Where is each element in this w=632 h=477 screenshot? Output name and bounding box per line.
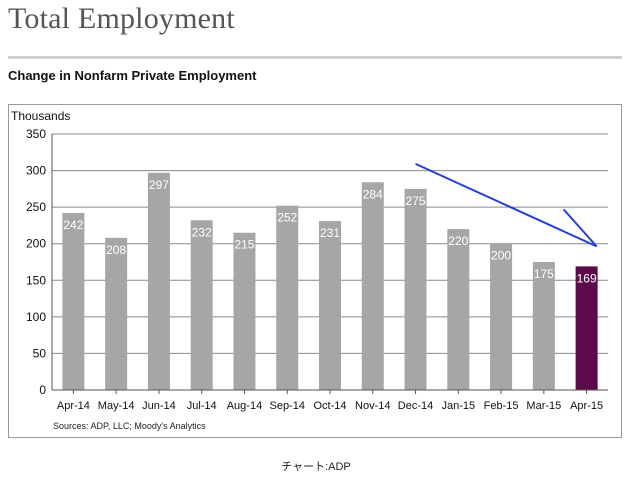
x-tick-label: Dec-14 (398, 400, 433, 412)
bar (276, 205, 299, 390)
chart-caption: チャート:ADP (281, 461, 351, 473)
data-label: 231 (320, 226, 340, 240)
data-label: 297 (149, 178, 169, 192)
bar (190, 220, 213, 390)
source-note: Sources: ADP, LLC; Moody's Analytics (53, 421, 206, 431)
y-tick-label: 250 (26, 200, 46, 214)
trend-arrow-shaft (415, 162, 598, 248)
x-tick-label: Jan-15 (441, 400, 475, 412)
bar (147, 172, 170, 390)
bar (105, 237, 128, 390)
bar (62, 212, 85, 390)
y-tick-label: 150 (26, 273, 46, 287)
bar (319, 221, 341, 390)
page-title: Total Employment (8, 2, 235, 35)
title-divider (8, 56, 622, 59)
y-tick-label: 200 (26, 237, 46, 251)
x-tick-label: Oct-14 (313, 400, 346, 412)
x-tick-label: Nov-14 (355, 400, 390, 412)
data-label: 169 (577, 271, 597, 285)
bar (532, 262, 555, 390)
data-label: 242 (63, 218, 83, 232)
x-tick-label: Aug-14 (227, 400, 262, 412)
x-tick-label: Mar-15 (526, 400, 561, 412)
x-tick-label: May-14 (98, 400, 135, 412)
chart-subtitle: Change in Nonfarm Private Employment (8, 68, 257, 83)
bar (404, 188, 427, 390)
x-tick-label: Apr-15 (570, 400, 603, 412)
bar (361, 182, 384, 390)
y-axis-label: Thousands (11, 109, 70, 123)
data-label: 208 (106, 243, 126, 257)
bar (233, 232, 256, 390)
data-label: 175 (534, 267, 554, 281)
x-tick-label: Sep-14 (269, 400, 304, 412)
chart-frame (8, 104, 622, 438)
bar-chart: Thousands 0 50 100 150 200 250 300 350 Apr-14 May… (11, 109, 608, 431)
data-label: 275 (406, 194, 426, 208)
data-label: 284 (363, 187, 383, 201)
data-label: 252 (277, 211, 297, 225)
trend-arrow-head (562, 208, 598, 248)
bar (490, 243, 513, 390)
data-label: 232 (192, 225, 212, 239)
x-tick-label: Feb-15 (484, 400, 519, 412)
y-tick-label: 100 (26, 310, 46, 324)
y-tick-label: 350 (26, 127, 46, 141)
bar (447, 229, 470, 390)
data-label: 200 (491, 249, 511, 263)
data-label: 220 (448, 234, 468, 248)
x-tick-label: Jul-14 (187, 400, 217, 412)
bar (575, 266, 598, 390)
x-tick-label: Jun-14 (142, 400, 176, 412)
y-tick-label: 0 (39, 383, 46, 397)
y-tick-label: 50 (33, 346, 47, 360)
x-tick-label: Apr-14 (57, 400, 90, 412)
data-label: 215 (234, 238, 254, 252)
y-tick-label: 300 (26, 164, 46, 178)
